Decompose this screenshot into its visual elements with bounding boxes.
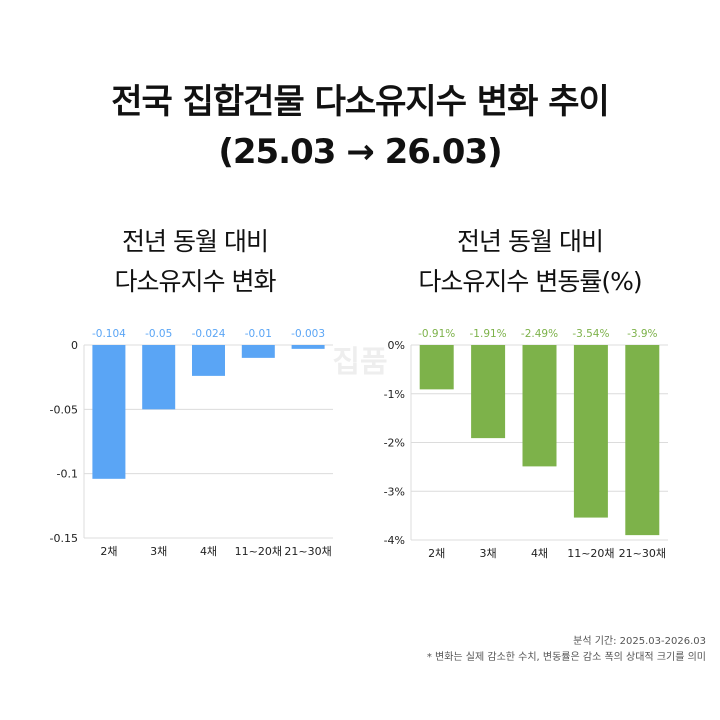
left-ytick-label: 0 — [71, 339, 78, 352]
right-bar — [471, 345, 506, 439]
left-chart-title-line1: 전년 동월 대비 — [122, 227, 269, 256]
right-chart-title: 전년 동월 대비 다소유지수 변동률(%) — [370, 222, 690, 302]
right-ytick-label: -3% — [384, 485, 405, 498]
right-data-label: -3.54% — [572, 328, 609, 340]
left-chart-title: 전년 동월 대비 다소유지수 변화 — [40, 222, 350, 302]
left-bar — [291, 345, 325, 349]
watermark-logo: 집품 — [332, 345, 387, 380]
right-data-label: -2.49% — [521, 328, 558, 340]
right-ytick-label: -1% — [384, 388, 405, 401]
left-data-label: -0.024 — [192, 328, 226, 340]
right-chart-title-line2: 다소유지수 변동률(%) — [418, 267, 642, 296]
right-ytick-label: -2% — [384, 437, 405, 450]
left-data-label: -0.003 — [291, 328, 325, 340]
right-data-label: -0.91% — [418, 328, 455, 340]
right-bar — [625, 345, 660, 536]
right-bar — [522, 345, 557, 467]
left-bar — [241, 345, 275, 358]
right-ytick-label: 0% — [388, 339, 405, 352]
left-category-label: 3채 — [150, 545, 167, 558]
right-data-label: -1.91% — [470, 328, 507, 340]
right-category-label: 3채 — [480, 547, 497, 560]
left-ytick-label: -0.05 — [50, 403, 78, 416]
left-bar — [142, 345, 176, 410]
left-chart-title-line2: 다소유지수 변화 — [114, 267, 277, 296]
left-bar — [92, 345, 126, 479]
left-category-label: 21~30채 — [284, 545, 331, 558]
footnote: * 변화는 실제 감소한 수치, 변동률은 감소 폭의 상대적 크기를 의미 — [426, 652, 706, 663]
left-bar — [192, 345, 225, 376]
left-data-label: -0.01 — [245, 328, 272, 340]
main-subtitle: (25.03 → 26.03) — [218, 132, 502, 172]
analysis-period: 분석 기간: 2025.03-2026.03 — [573, 636, 706, 647]
right-data-label: -3.9% — [627, 328, 657, 340]
left-category-label: 11~20채 — [235, 545, 282, 558]
left-category-label: 4채 — [200, 545, 217, 558]
left-data-label: -0.05 — [145, 328, 172, 340]
right-chart-title-line1: 전년 동월 대비 — [457, 227, 604, 256]
left-ytick-label: -0.1 — [57, 468, 78, 481]
right-category-label: 21~30채 — [619, 547, 666, 560]
right-category-label: 2채 — [428, 547, 445, 560]
right-category-label: 11~20채 — [567, 547, 614, 560]
right-ytick-label: -4% — [384, 534, 405, 547]
left-data-label: -0.104 — [92, 328, 126, 340]
main-title: 전국 집합건물 다소유지수 변화 추이 — [111, 82, 610, 122]
right-bar — [573, 345, 608, 518]
left-ytick-label: -0.15 — [50, 532, 78, 545]
right-bar — [419, 345, 454, 390]
left-category-label: 2채 — [100, 545, 117, 558]
right-category-label: 4채 — [531, 547, 548, 560]
